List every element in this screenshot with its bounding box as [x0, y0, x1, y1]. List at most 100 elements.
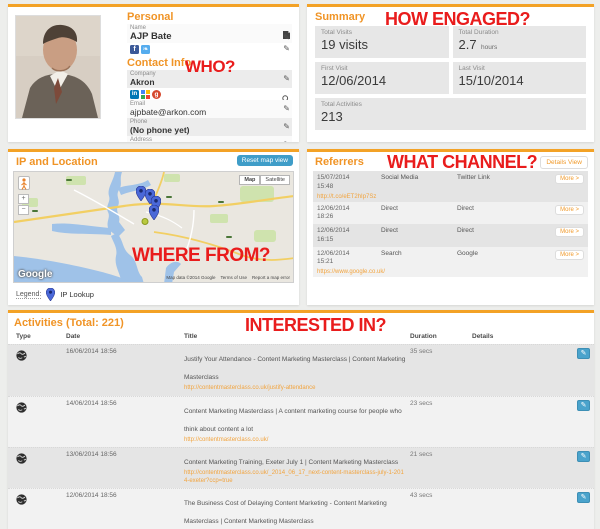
col-duration: Duration [410, 333, 437, 340]
edit-icon[interactable]: ✎ [577, 451, 590, 462]
tile-value: 19 visits [321, 37, 368, 52]
road-shield [166, 196, 172, 198]
referrer-datetime: 12/06/2014 16:15 [317, 227, 381, 245]
road-shield [226, 236, 232, 238]
ip-lookup-marker[interactable] [148, 204, 160, 225]
summary-tile: First Visit 12/06/2014 [315, 62, 449, 94]
tile-label: Total Duration [458, 29, 499, 36]
company-value: Akron [130, 77, 155, 87]
report-map-error-link[interactable]: Report a map error [251, 275, 290, 280]
more-button[interactable]: More > [555, 174, 584, 184]
activity-duration: 35 secs [410, 348, 433, 355]
more-button[interactable]: More > [555, 227, 584, 238]
twitter-icon[interactable]: ❧ [141, 44, 150, 54]
address-label: Address [130, 137, 153, 142]
activity-title: Justify Your Attendance - Content Market… [184, 356, 406, 381]
tile-value: 15/10/2014 [458, 73, 524, 88]
company-label: Company [130, 71, 156, 77]
terms-of-use-link[interactable]: Terms of Use [220, 275, 247, 280]
referrer-source: Social Media [381, 174, 419, 181]
activity-title: Content Marketing Training, Exeter July … [184, 459, 399, 466]
summary-panel: Summary HOW ENGAGED? Total Visits 19 vis… [307, 4, 594, 142]
activities-list: 16/06/2014 18:56 Justify Your Attendance… [8, 344, 594, 529]
activity-row: 13/06/2014 18:56 Content Marketing Train… [8, 447, 594, 488]
globe-icon [16, 451, 52, 469]
referrer-url-link[interactable]: https://www.google.co.uk/ [317, 269, 386, 276]
globe-icon [16, 400, 52, 418]
activity-date: 16/06/2014 18:56 [66, 348, 117, 355]
road-shield [218, 201, 224, 203]
details-view-button[interactable]: Details View [540, 156, 588, 169]
pin-icon [46, 288, 56, 301]
tile-unit: hours [481, 44, 498, 51]
more-button[interactable]: More > [555, 249, 584, 260]
col-type: Type [16, 333, 31, 340]
name-value: AJP Bate [130, 31, 172, 42]
activity-duration: 21 secs [410, 451, 433, 458]
referrer-datetime: 15/07/2014 15:48 [317, 174, 381, 192]
legend-label: Legend: [16, 290, 42, 299]
edit-icon[interactable]: ✎ [577, 492, 590, 503]
referrer-time: 16:15 [317, 235, 334, 243]
pencil-icon[interactable]: ✎ [283, 74, 290, 83]
referrer-source: Direct [381, 204, 398, 212]
address-field: Address (No address yet) ✎ [127, 136, 292, 142]
activities-column-headers: Type Date Title Duration Details [8, 333, 594, 344]
pencil-icon[interactable]: ✎ [283, 44, 290, 53]
globe-icon [16, 492, 52, 510]
zoom-out-icon[interactable]: − [18, 205, 29, 215]
pencil-icon[interactable]: ✎ [283, 141, 290, 143]
map-canvas[interactable]: Map Satellite + − Google Map data ©2014 … [13, 171, 294, 283]
tile-value: 2.7 [458, 37, 477, 52]
profile-panel: WHO? Personal Name AJP Bate ✎ f ❧ ✎ Cont… [8, 4, 299, 142]
google-icon[interactable] [141, 89, 150, 99]
google-logo: Google [18, 269, 53, 280]
phone-field: Phone (No phone yet) ✎ [127, 118, 292, 136]
activity-url-link[interactable]: http://contentmasterclass.co.uk/justify-… [184, 385, 316, 391]
annotation-where: WHERE FROM? [132, 245, 271, 266]
ip-location-header: IP and Location [16, 156, 98, 168]
note-icon[interactable] [283, 26, 290, 44]
referrer-row: 12/06/2014 16:15 Direct Direct More > [313, 224, 588, 247]
pencil-icon[interactable]: ✎ [283, 122, 290, 131]
pencil-icon[interactable]: ✎ [283, 33, 290, 42]
referrer-time: 15:21 [317, 258, 334, 266]
referrer-detail: Direct [457, 204, 474, 212]
summary-header: Summary [315, 11, 366, 23]
referrer-source: Search [381, 249, 402, 257]
activity-duration: 23 secs [410, 399, 433, 407]
referrer-date: 15/07/2014 [317, 174, 350, 181]
map-type-satellite-button[interactable]: Satellite [260, 175, 290, 185]
pencil-icon[interactable]: ✎ [283, 104, 290, 113]
referrer-row: 12/06/2014 18:26 Direct Direct More > [313, 201, 588, 225]
googleplus-icon[interactable]: g [152, 89, 161, 99]
road-shield [32, 210, 38, 212]
ip-lookup-marker[interactable] [135, 185, 147, 206]
facebook-icon[interactable]: f [130, 44, 139, 54]
more-button[interactable]: More > [555, 204, 584, 215]
referrer-url-link[interactable]: http://t.co/eET2hIp7Sz [317, 193, 377, 200]
pegman-icon[interactable] [18, 176, 30, 190]
activity-url-link[interactable]: http://contentmasterclass.co.uk/_2014_06… [184, 470, 404, 484]
ip-location-panel: IP and Location Reset map view [8, 149, 299, 305]
linkedin-icon[interactable]: in [130, 89, 139, 99]
reset-map-view-button[interactable]: Reset map view [236, 155, 293, 166]
phone-label: Phone [130, 119, 148, 125]
contact-info-header: Contact Info [127, 57, 192, 69]
edit-icon[interactable]: ✎ [577, 348, 590, 359]
referrer-date: 12/06/2014 [317, 249, 350, 257]
map-type-map-button[interactable]: Map [239, 175, 261, 185]
referrer-datetime: 12/06/2014 18:26 [317, 205, 381, 223]
referrer-date: 12/06/2014 [317, 227, 350, 235]
activity-url-link[interactable]: http://contentmasterclass.co.uk/ [184, 436, 269, 443]
zoom-in-icon[interactable]: + [18, 194, 29, 204]
activity-row: 16/06/2014 18:56 Justify Your Attendance… [8, 344, 594, 396]
summary-tile: Total Visits 19 visits [315, 26, 449, 58]
tile-label: Total Visits [321, 29, 352, 36]
phone-value: (No phone yet) [130, 125, 190, 135]
activity-row: 14/06/2014 18:56 Content Marketing Maste… [8, 395, 594, 447]
edit-icon[interactable]: ✎ [577, 399, 590, 411]
annotation-channel: WHAT CHANNEL? [387, 152, 538, 172]
referrer-time: 15:48 [317, 182, 334, 190]
ip-lookup-marker[interactable] [144, 208, 151, 215]
